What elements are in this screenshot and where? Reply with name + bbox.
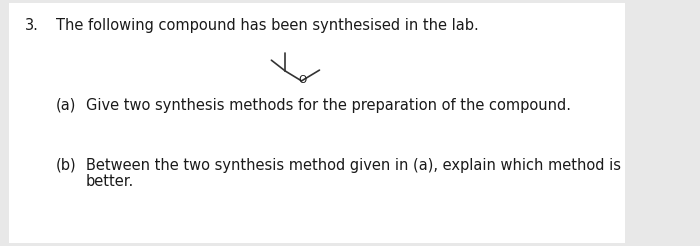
Text: better.: better. [86,174,134,189]
Text: (b): (b) [56,158,77,173]
FancyBboxPatch shape [9,3,625,243]
Text: Give two synthesis methods for the preparation of the compound.: Give two synthesis methods for the prepa… [86,98,571,113]
Text: 3.: 3. [25,18,39,33]
Text: The following compound has been synthesised in the lab.: The following compound has been synthesi… [56,18,479,33]
Text: Between the two synthesis method given in (a), explain which method is: Between the two synthesis method given i… [86,158,621,173]
Text: O: O [298,75,307,85]
Text: (a): (a) [56,98,76,113]
